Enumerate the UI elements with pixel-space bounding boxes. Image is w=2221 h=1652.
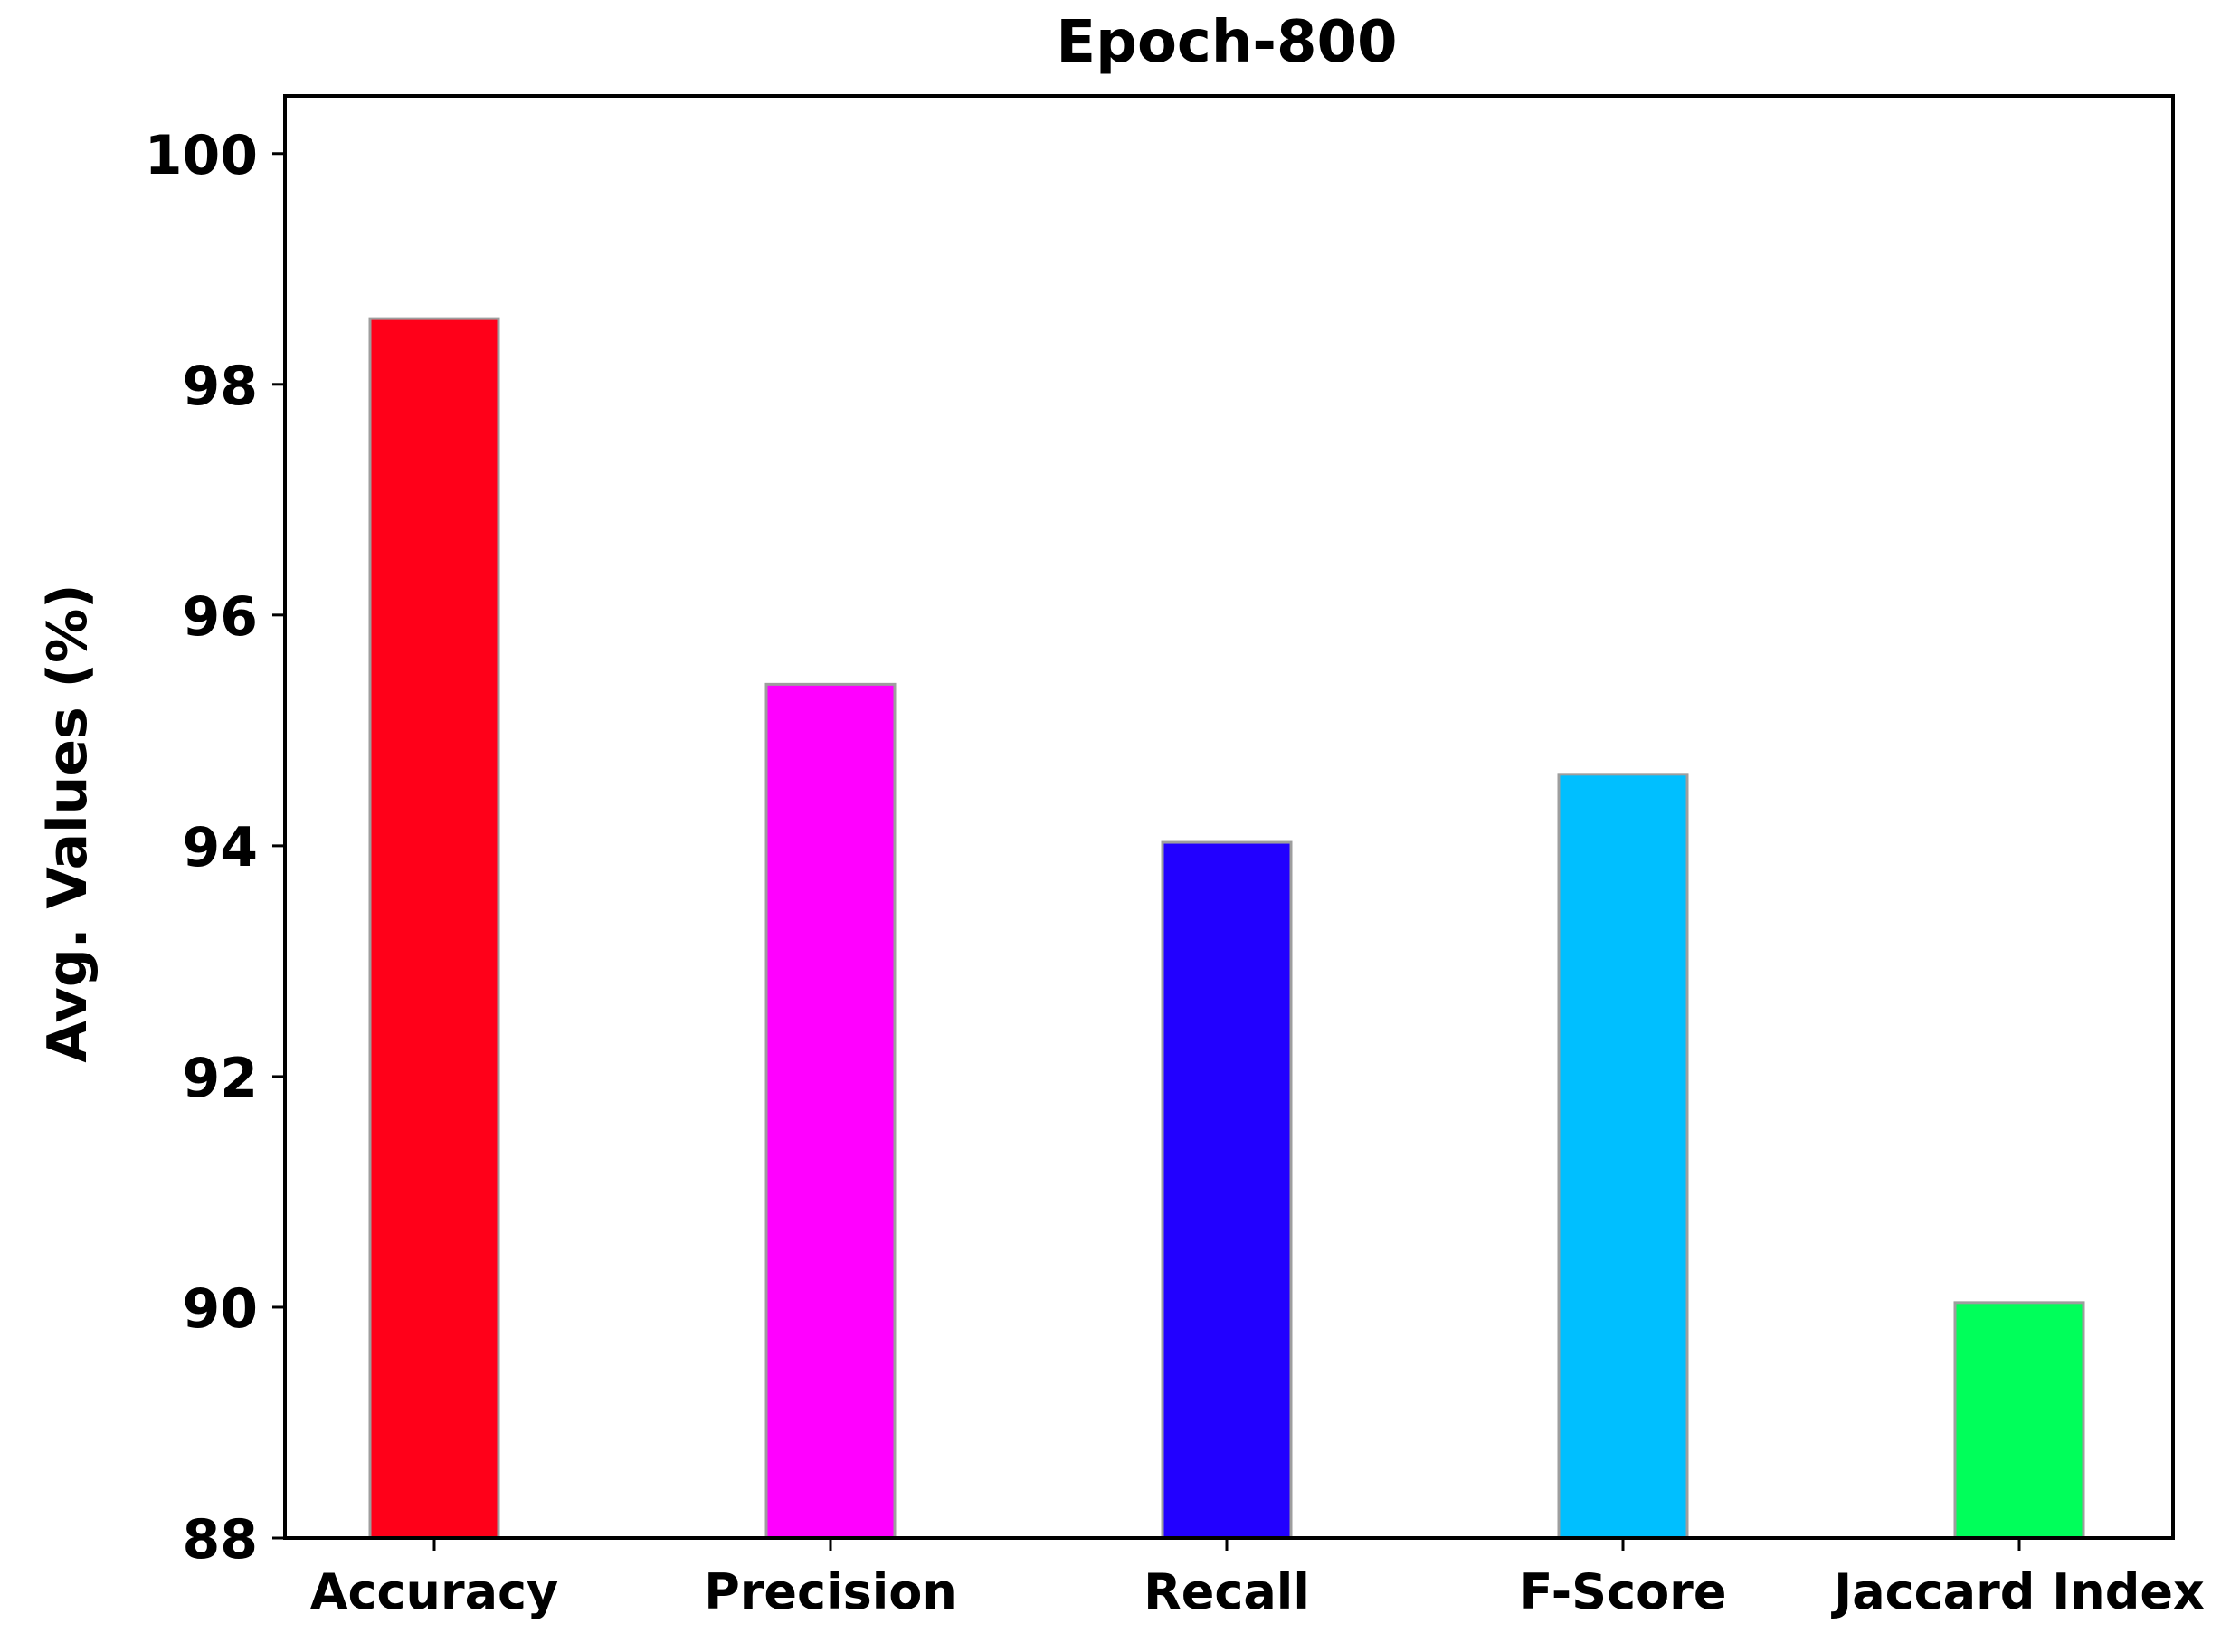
bars-group [368, 317, 2085, 1540]
y-axis-label: Avg. Values (%) [36, 584, 100, 1062]
y-tick-label: 88 [183, 1508, 259, 1571]
bar-f-score [1557, 773, 1689, 1540]
x-axis-ticks: Accuracy Precision Recall F-Score Jaccard In… [310, 1538, 2205, 1620]
y-tick-label: 90 [183, 1277, 259, 1341]
y-axis-ticks: 88 90 92 94 96 98 100 [145, 124, 285, 1571]
x-tick-label: Recall [1144, 1563, 1310, 1620]
x-tick-label: Precision [704, 1563, 957, 1620]
y-tick-label: 96 [183, 585, 259, 649]
bar-recall [1161, 840, 1293, 1540]
y-tick-label: 100 [145, 124, 258, 187]
bar-precision [764, 682, 897, 1540]
y-tick-label: 94 [183, 816, 259, 879]
x-tick-label: F-Score [1520, 1563, 1727, 1620]
plot-area-frame [283, 94, 2175, 1540]
y-tick-label: 98 [183, 355, 259, 418]
x-tick-label: Accuracy [310, 1563, 559, 1620]
chart-title: Epoch-800 [1056, 9, 1397, 76]
bar-accuracy [368, 317, 500, 1540]
x-tick-label: Jaccard Index [1830, 1563, 2205, 1620]
y-tick-label: 92 [183, 1047, 259, 1110]
bar-jaccard-index [1953, 1301, 2085, 1540]
